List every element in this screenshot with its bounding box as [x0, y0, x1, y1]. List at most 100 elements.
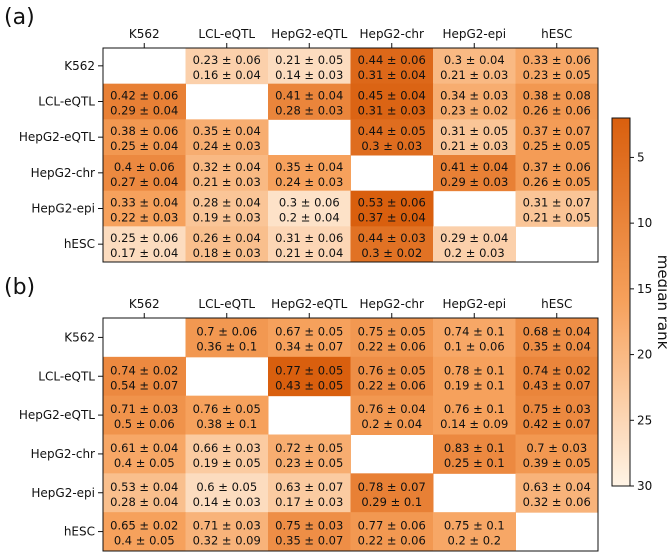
cell-value-top: 0.63 ± 0.04 [523, 480, 591, 494]
heatmap-cell [515, 395, 599, 435]
cell-value-top: 0.74 ± 0.02 [523, 363, 591, 377]
heatmap-cell [268, 226, 351, 263]
panel-label: (a) [4, 5, 35, 30]
heatmap-cell [185, 119, 269, 156]
colorbar-tick-label: 10 [637, 216, 652, 230]
heatmap-cell [350, 512, 434, 552]
cell-value-top: 0.76 ± 0.1 [444, 402, 505, 416]
colorbar: 5 10 15 20 25 30 median rank [611, 117, 667, 493]
cell-value-top: 0.75 ± 0.03 [275, 519, 343, 533]
cell-value-bottom: 0.35 ± 0.04 [523, 339, 591, 353]
cell-value-top: 0.42 ± 0.06 [110, 89, 178, 103]
cell-value-bottom: 0.21 ± 0.03 [440, 68, 508, 82]
cell-value-top: 0.32 ± 0.04 [193, 160, 261, 174]
heatmap-cell [515, 155, 599, 192]
cell-value-bottom: 0.23 ± 0.02 [440, 104, 508, 118]
heatmap-cell [433, 226, 516, 263]
cell-value-bottom: 0.22 ± 0.06 [358, 378, 426, 392]
cell-value-bottom: 0.38 ± 0.1 [196, 417, 257, 431]
plot-frame [102, 317, 599, 552]
heatmap-cell [268, 434, 351, 474]
cell-value-top: 0.74 ± 0.1 [444, 324, 505, 338]
cell-value-bottom: 0.32 ± 0.09 [193, 534, 261, 548]
y-tick-label: HepG2-chr [31, 166, 95, 180]
x-tick-label: HepG2-chr [360, 297, 424, 311]
cell-value-bottom: 0.2 ± 0.04 [279, 211, 340, 225]
cell-value-top: 0.3 ± 0.06 [279, 196, 340, 210]
heatmap-cell [433, 155, 516, 192]
heatmap-cell [350, 356, 434, 397]
cell-value-top: 0.71 ± 0.03 [110, 402, 178, 416]
cell-value-bottom: 0.24 ± 0.03 [275, 175, 343, 189]
cell-value-bottom: 0.37 ± 0.04 [358, 211, 426, 225]
cell-value-top: 0.35 ± 0.04 [193, 124, 261, 138]
x-tick-label: K562 [129, 27, 160, 41]
x-tick-label: HepG2-epi [442, 297, 506, 311]
y-tick-label: LCL-eQTL [38, 369, 95, 383]
heatmap-cell [103, 119, 186, 156]
x-tick-label: hESC [541, 297, 572, 311]
panel-a-heatmap: (a)0.23 ± 0.060.16 ± 0.040.21 ± 0.050.14… [4, 5, 599, 263]
cell-value-top: 0.41 ± 0.04 [440, 160, 508, 174]
cell-value-top: 0.4 ± 0.06 [114, 160, 175, 174]
colorbar-tick-label: 5 [637, 150, 645, 164]
cell-value-bottom: 0.2 ± 0.04 [361, 417, 422, 431]
cell-value-top: 0.75 ± 0.05 [358, 324, 426, 338]
panel-b-heatmap: (b) 0.7 ± 0.060.36 ± 0.1 0.67 ± 0.050.34 ±… [4, 275, 599, 552]
heatmap-cell [185, 226, 269, 263]
heatmap-cell [350, 83, 434, 120]
cell-value-top: 0.6 ± 0.05 [196, 480, 257, 494]
cell-value-bottom: 0.18 ± 0.03 [193, 246, 261, 260]
cell-value-bottom: 0.17 ± 0.04 [110, 246, 178, 260]
heatmap-cell [515, 356, 599, 397]
y-tick-label: HepG2-eQTL [19, 130, 95, 144]
cell-value-bottom: 0.3 ± 0.02 [361, 246, 422, 260]
cell-value-bottom: 0.31 ± 0.04 [358, 68, 426, 82]
cell-value-top: 0.68 ± 0.04 [523, 324, 591, 338]
cell-value-top: 0.53 ± 0.06 [358, 196, 426, 210]
heatmap-cell [515, 190, 599, 227]
cell-value-bottom: 0.14 ± 0.09 [440, 417, 508, 431]
cell-value-bottom: 0.3 ± 0.03 [361, 139, 422, 153]
heatmap-cell [515, 473, 599, 513]
cell-value-top: 0.76 ± 0.04 [358, 402, 426, 416]
heatmap-cell [185, 395, 269, 435]
y-tick-label: K562 [64, 59, 95, 73]
cell-value-bottom: 0.54 ± 0.07 [110, 378, 178, 392]
cell-value-bottom: 0.21 ± 0.04 [275, 246, 343, 260]
heatmap-cell [185, 473, 269, 513]
cell-value-top: 0.74 ± 0.02 [110, 363, 178, 377]
heatmap-cell [515, 48, 599, 85]
cell-value-top: 0.34 ± 0.03 [440, 89, 508, 103]
cell-value-top: 0.65 ± 0.02 [110, 519, 178, 533]
cell-value-bottom: 0.26 ± 0.05 [523, 175, 591, 189]
cell-value-bottom: 0.1 ± 0.06 [444, 339, 505, 353]
cell-value-bottom: 0.43 ± 0.07 [523, 378, 591, 392]
cell-value-bottom: 0.29 ± 0.1 [361, 495, 422, 509]
cell-value-top: 0.53 ± 0.04 [110, 480, 178, 494]
cell-value-bottom: 0.31 ± 0.03 [358, 104, 426, 118]
cell-value-top: 0.77 ± 0.05 [275, 363, 343, 377]
cell-value-top: 0.31 ± 0.05 [440, 124, 508, 138]
cell-value-bottom: 0.43 ± 0.05 [275, 378, 343, 392]
cell-value-top: 0.67 ± 0.05 [275, 324, 343, 338]
cell-value-top: 0.3 ± 0.04 [444, 53, 505, 67]
cell-value-bottom: 0.36 ± 0.1 [196, 339, 257, 353]
heatmap-cell [103, 512, 186, 552]
cell-value-top: 0.44 ± 0.03 [358, 231, 426, 245]
heatmap-cell [350, 226, 434, 263]
cell-value-top: 0.83 ± 0.1 [444, 441, 505, 455]
heatmap-cell [185, 318, 269, 358]
cell-value-top: 0.28 ± 0.04 [193, 196, 261, 210]
heatmap-cell [515, 83, 599, 120]
heatmap-cell [350, 119, 434, 156]
cell-value-bottom: 0.21 ± 0.03 [193, 175, 261, 189]
cell-value-top: 0.76 ± 0.05 [358, 363, 426, 377]
x-tick-label: LCL-eQTL [198, 27, 255, 41]
y-tick-label: hESC [64, 237, 95, 251]
colorbar-tick-label: 15 [637, 282, 652, 296]
cell-value-top: 0.63 ± 0.07 [275, 480, 343, 494]
heatmap-cell [433, 119, 516, 156]
cell-value-top: 0.66 ± 0.03 [193, 441, 261, 455]
cell-value-top: 0.44 ± 0.06 [358, 53, 426, 67]
